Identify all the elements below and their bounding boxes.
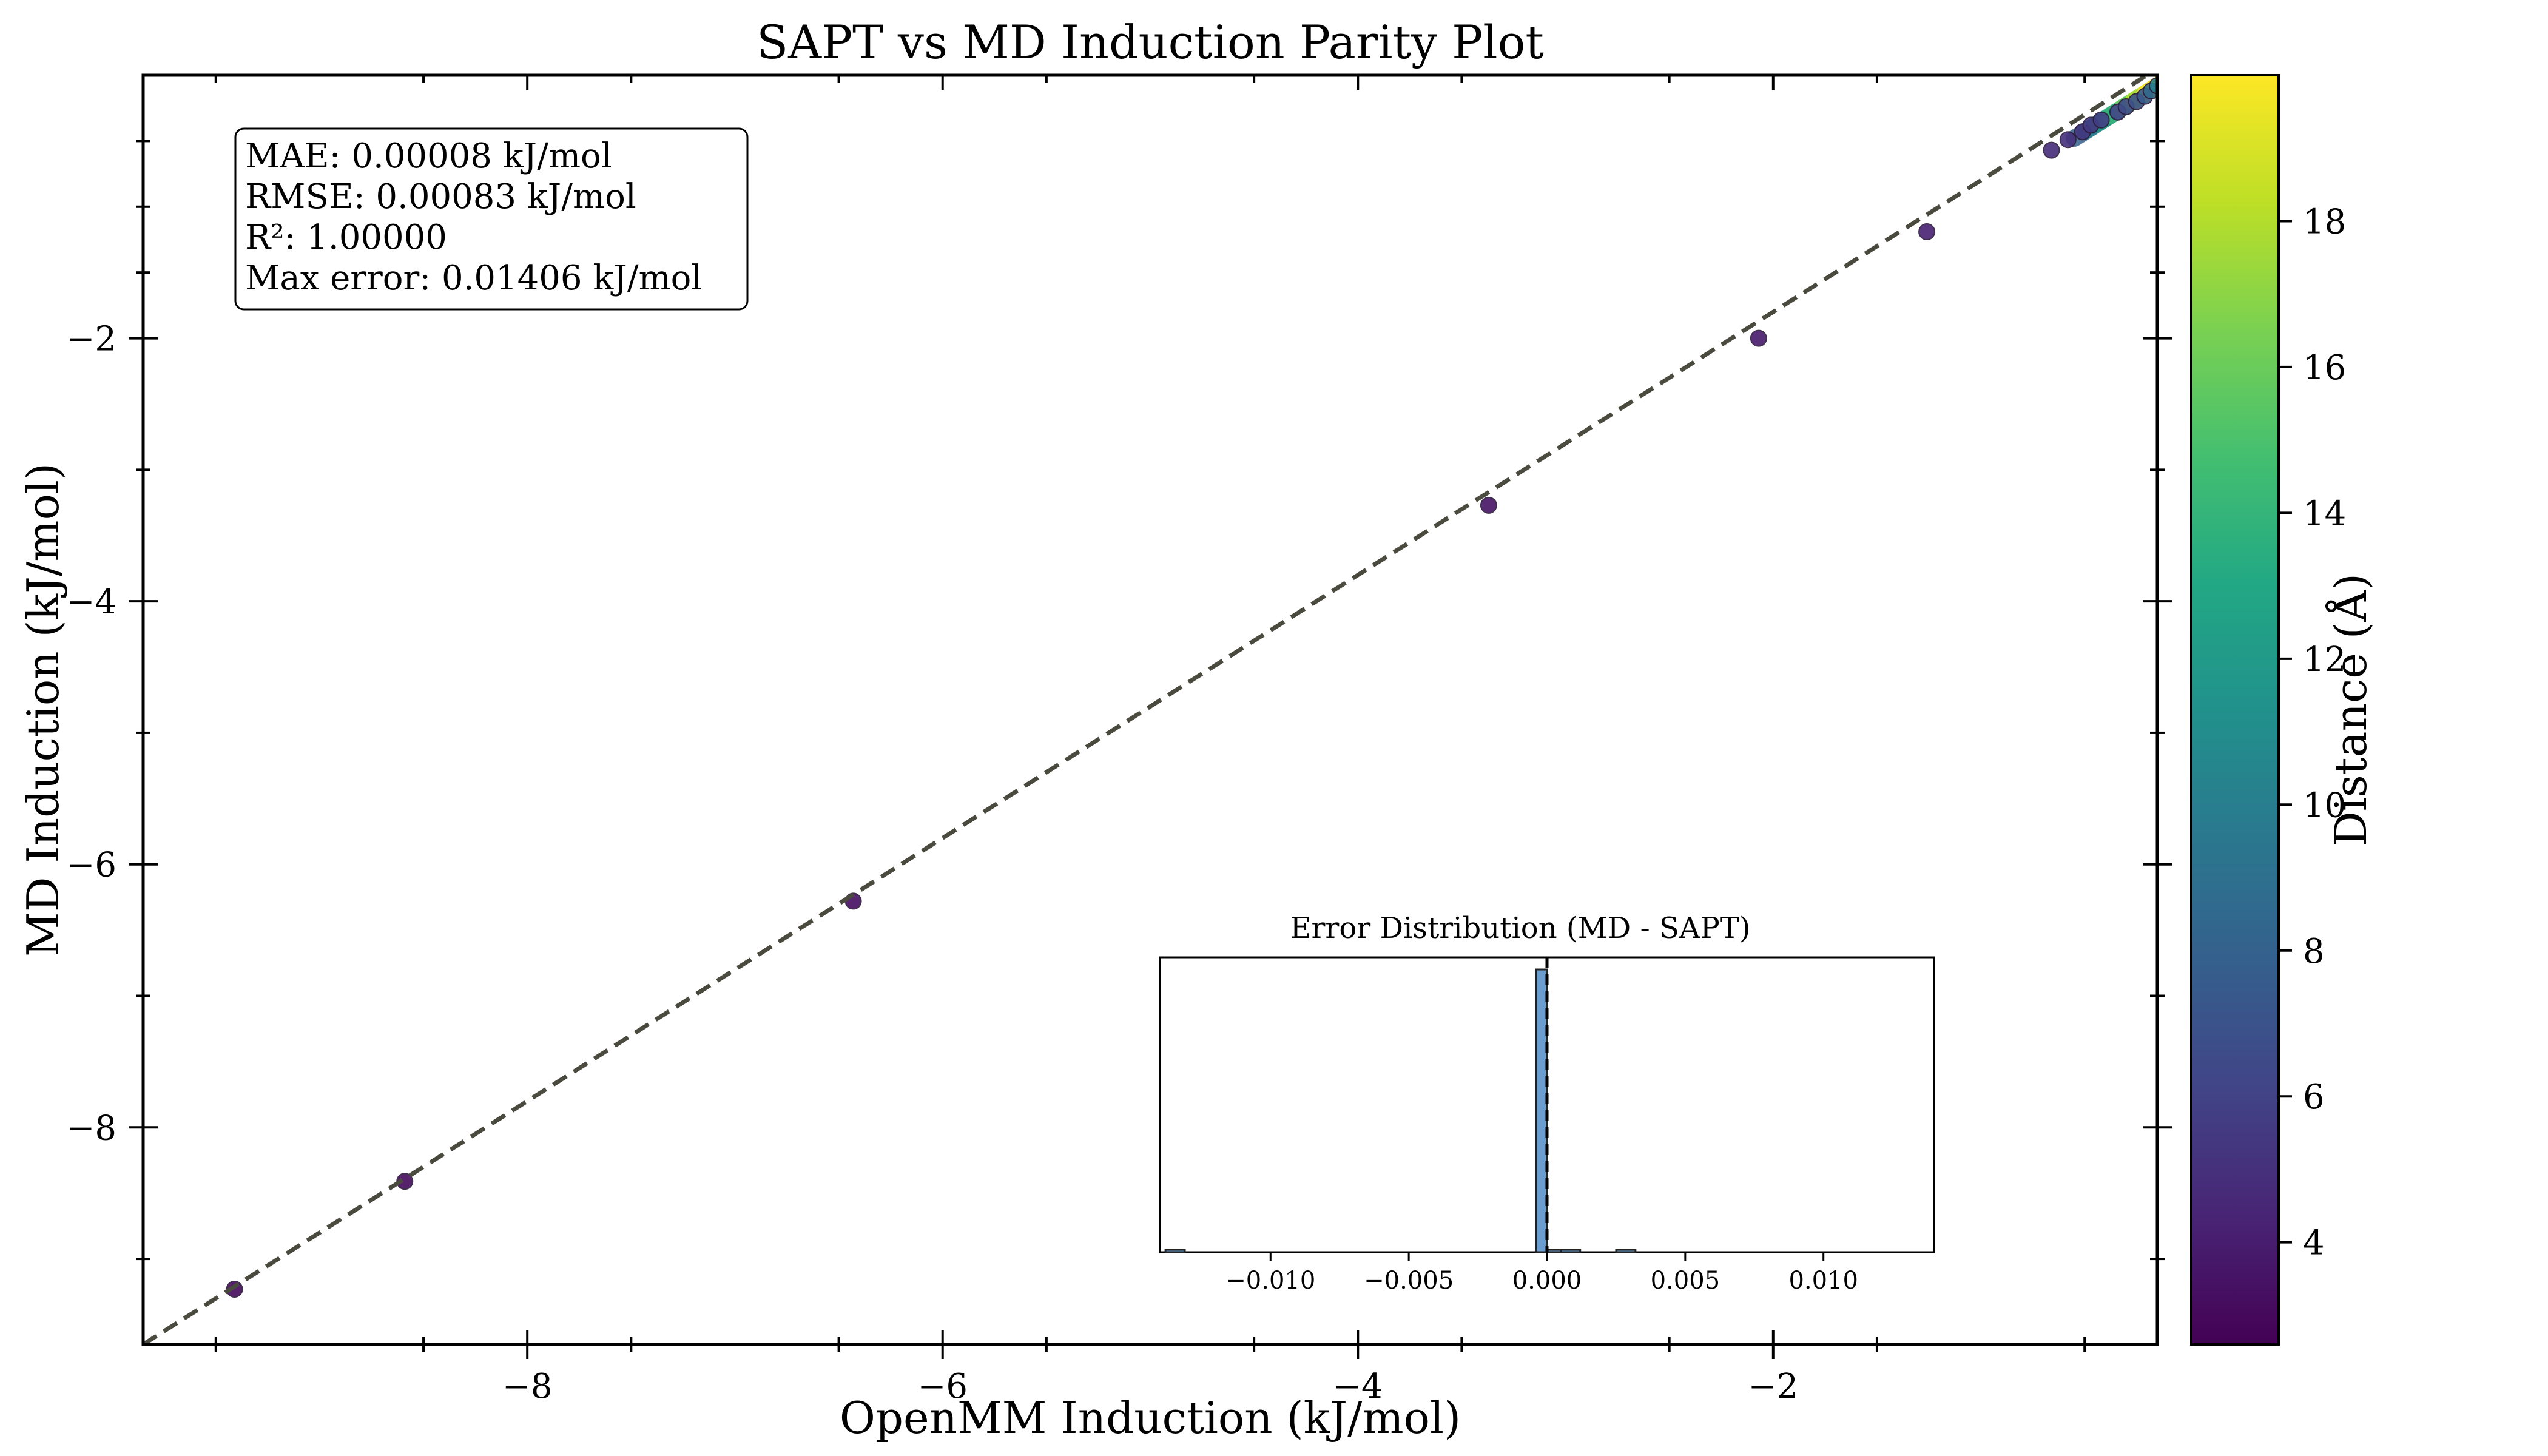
stats-rmse: RMSE: 0.00083 kJ/mol	[245, 177, 636, 217]
colorbar-ticks: 4 6 8 10 12 14 16 18	[2279, 202, 2346, 1263]
parity-line	[143, 75, 2151, 1344]
colorbar-gradient	[2190, 74, 2280, 1346]
x-tick-label: −2	[1748, 1367, 1799, 1406]
colorbar-tick-label: 6	[2303, 1077, 2325, 1117]
stats-r2: R²: 1.00000	[245, 218, 447, 257]
inset-x-tick-label: 0.005	[1651, 1267, 1721, 1295]
stats-max-error: Max error: 0.01406 kJ/mol	[245, 258, 702, 298]
inset-x-tick-label: 0.010	[1788, 1267, 1858, 1295]
data-point	[1918, 223, 1936, 240]
data-point	[2043, 141, 2060, 159]
plot-area: −8 −6 −4 −2 −8 −6 −4 −2	[66, 75, 2172, 1406]
colorbar-tick-label: 8	[2303, 932, 2325, 971]
data-point	[1480, 496, 1497, 514]
colorbar-tick-label: 16	[2303, 348, 2346, 388]
colorbar: 4 6 8 10 12 14 16 18 Distance (Å)	[2190, 74, 2376, 1346]
y-tick-label: −6	[66, 846, 116, 885]
stats-box: MAE: 0.00008 kJ/mol RMSE: 0.00083 kJ/mol…	[234, 127, 749, 311]
x-axis-label: OpenMM Induction (kJ/mol)	[840, 1392, 1461, 1443]
colorbar-tick-label: 18	[2303, 202, 2346, 241]
plot-data-region	[143, 75, 2157, 1344]
data-point	[2149, 77, 2157, 95]
histogram-bar	[1560, 1249, 1582, 1253]
data-point	[2092, 111, 2110, 129]
colorbar-tick-label: 10	[2303, 786, 2346, 825]
chart-title: SAPT vs MD Induction Parity Plot	[757, 15, 1544, 69]
stats-box-frame	[234, 127, 749, 311]
histogram-bar	[1164, 1249, 1186, 1253]
inset-plot: −0.010 −0.005 0.000 0.005 0.010	[1164, 957, 1858, 1295]
stats-mae: MAE: 0.00008 kJ/mol	[245, 136, 612, 176]
x-tick-label: −4	[1333, 1367, 1383, 1406]
x-tick-label: −8	[502, 1367, 553, 1406]
histogram-bar	[1546, 1249, 1562, 1253]
colorbar-tick-label: 12	[2303, 640, 2346, 679]
error-inset: Error Distribution (MD - SAPT) −0.010 −0.…	[1159, 911, 1935, 1295]
histogram-bar	[1615, 1249, 1637, 1253]
colorbar-tick-label: 14	[2303, 494, 2346, 533]
inset-x-tick-label: 0.000	[1512, 1267, 1582, 1295]
data-point	[2059, 131, 2077, 149]
y-tick-label: −8	[66, 1108, 116, 1148]
data-point	[1750, 329, 1767, 347]
plot-frame	[141, 73, 2159, 1346]
x-tick-label: −6	[917, 1367, 968, 1406]
histogram-bar	[1535, 968, 1548, 1253]
y-axis-label: MD Induction (kJ/mol)	[18, 463, 69, 957]
inset-title: Error Distribution (MD - SAPT)	[1290, 911, 1750, 945]
y-tick-label: −4	[66, 582, 116, 622]
colorbar-label: Distance (Å)	[2325, 573, 2376, 846]
y-tick-label: −2	[66, 320, 116, 359]
inset-x-tick-label: −0.005	[1364, 1267, 1454, 1295]
colorbar-tick-label: 4	[2303, 1224, 2325, 1263]
inset-x-tick-label: −0.010	[1225, 1267, 1315, 1295]
